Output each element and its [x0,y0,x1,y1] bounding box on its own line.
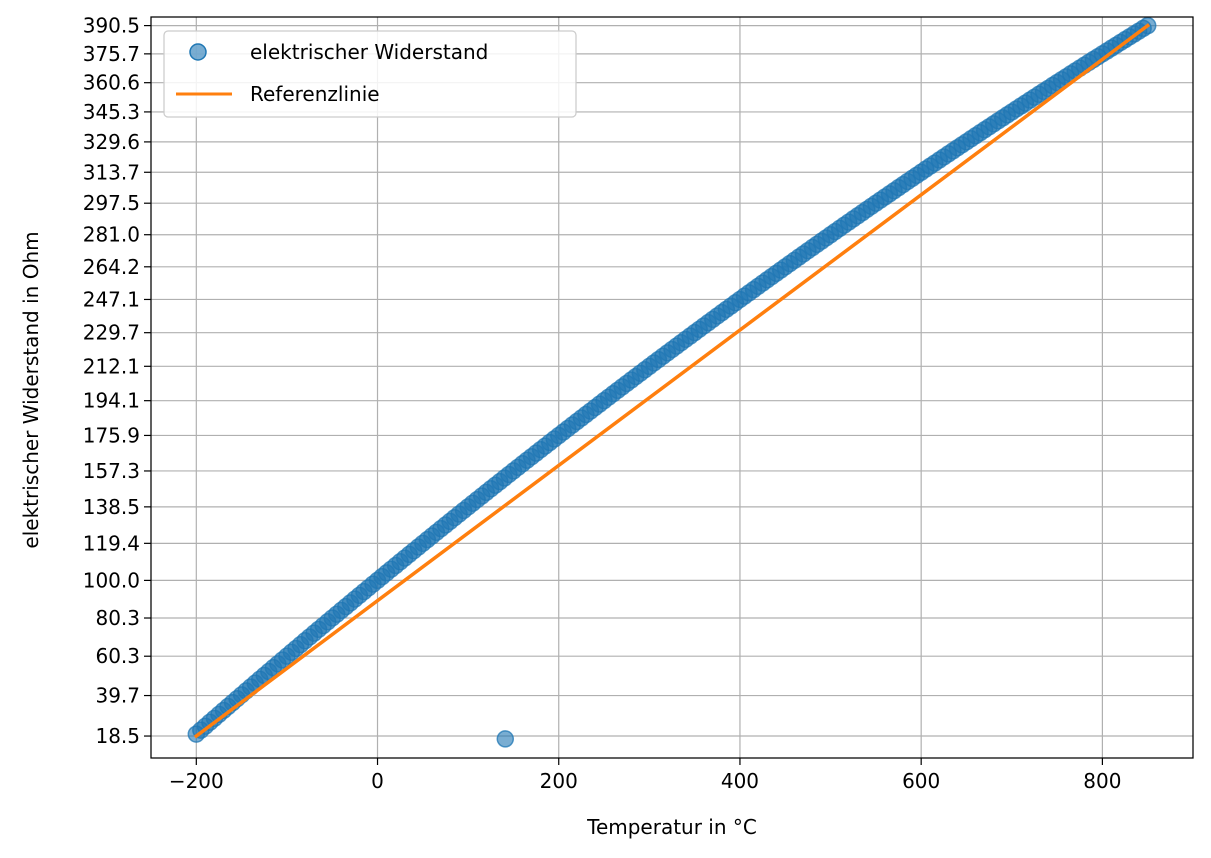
y-tick-label: 119.4 [83,531,140,555]
resistance-outlier-point [496,730,515,748]
ticks: −200 0 200 400 600 800 18.5 39.7 60.3 80.3 100.0 11… [83,14,1122,793]
y-tick-label: 175.9 [83,423,140,447]
x-tick-label: −200 [169,769,224,793]
y-tick-label: 247.1 [83,287,140,311]
y-tick-label: 375.7 [83,42,140,66]
x-tick-label: 600 [902,769,940,793]
y-tick-label: 345.3 [83,100,140,124]
plot-area [187,17,1157,748]
y-tick-label: 281.0 [83,223,140,247]
y-tick-label: 313.7 [83,160,140,184]
y-tick-label: 18.5 [95,724,140,748]
legend: elektrischer Widerstand Referenzlinie [163,30,577,118]
y-tick-label: 264.2 [83,255,140,279]
x-axis-label: Temperatur in °C [586,815,757,839]
y-tick-label: 60.3 [95,644,140,668]
y-tick-label: 39.7 [95,684,140,708]
y-tick-label: 212.1 [83,354,140,378]
axes-frame [150,16,1194,759]
legend-box [163,30,577,118]
legend-label-reference: Referenzlinie [250,82,380,106]
y-tick-label: 329.6 [83,130,140,154]
y-tick-label: 194.1 [83,389,140,413]
reference-line [193,23,1151,739]
y-tick-label: 390.5 [83,14,140,38]
legend-label-resistance: elektrischer Widerstand [250,40,488,64]
y-tick-label: 157.3 [83,459,140,483]
legend-marker-resistance [189,43,207,61]
y-tick-label: 297.5 [83,191,140,215]
y-tick-label: 138.5 [83,495,140,519]
grid [151,17,1193,758]
x-tick-label: 400 [721,769,759,793]
x-tick-label: 0 [371,769,384,793]
y-tick-label: 229.7 [83,321,140,345]
y-axis-label: elektrischer Widerstand in Ohm [19,231,43,548]
x-tick-label: 800 [1083,769,1121,793]
y-tick-label: 80.3 [95,606,140,630]
x-tick-label: 200 [540,769,578,793]
y-tick-label: 360.6 [83,71,140,95]
y-tick-label: 100.0 [83,568,140,592]
